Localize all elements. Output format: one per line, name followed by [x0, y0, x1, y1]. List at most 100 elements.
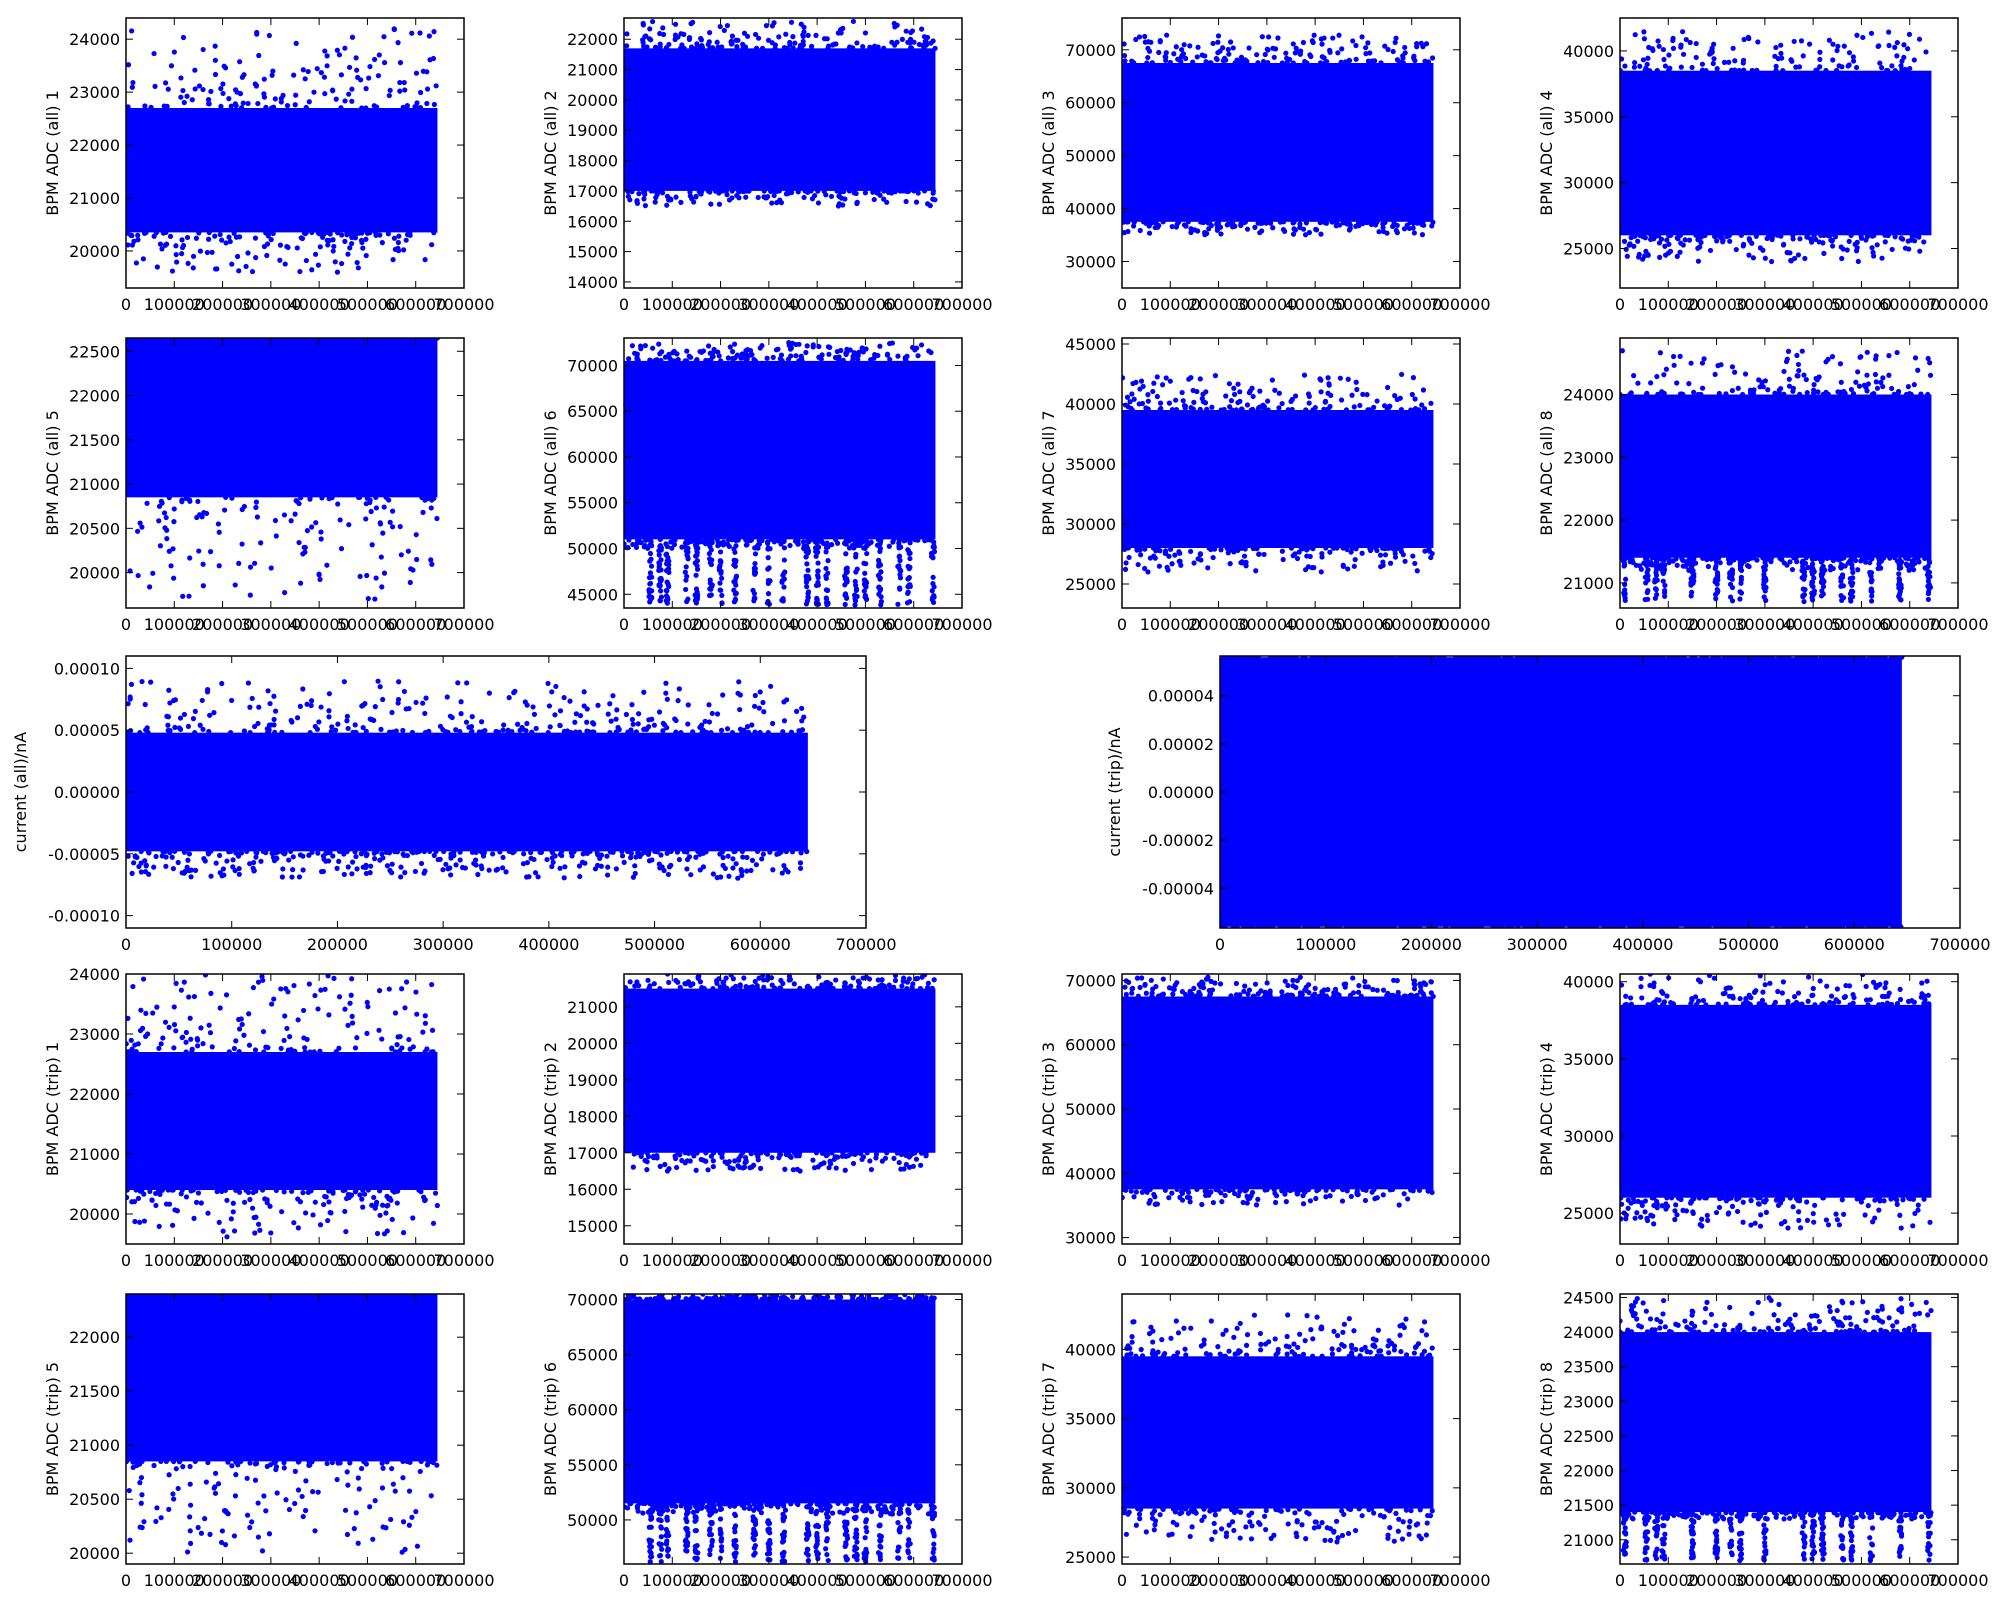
data-point: [576, 863, 583, 869]
data-point: [422, 257, 428, 263]
data-point: [1914, 555, 1920, 561]
data-point: [383, 494, 389, 500]
data-point: [1167, 378, 1173, 384]
x-tick-label: 200000: [690, 295, 751, 314]
data-point: [790, 45, 796, 51]
data-point: [1765, 387, 1771, 393]
data-point: [664, 850, 670, 856]
data-point: [1290, 220, 1296, 226]
data-point: [1661, 56, 1667, 63]
data-point: [1779, 55, 1785, 61]
data-point: [763, 195, 769, 201]
data-point: [1130, 223, 1137, 229]
data-point: [409, 849, 415, 855]
data-point: [1329, 924, 1335, 928]
data-point: [1157, 39, 1163, 45]
data-point: [422, 710, 428, 717]
x-tick-label: 200000: [1686, 295, 1747, 314]
scatter-panel-5: 0 100000200000300000400000500000600000700…: [43, 337, 495, 634]
data-point: [1292, 227, 1298, 233]
y-tick-label: 25000: [1563, 239, 1614, 258]
data-point: [1306, 229, 1313, 236]
y-tick-label: 35000: [1065, 455, 1116, 474]
data-point: [254, 850, 260, 856]
data-point: [1926, 582, 1932, 588]
data-point: [1680, 563, 1686, 569]
data-point: [907, 555, 913, 562]
data-point: [1186, 376, 1192, 382]
data-point: [1324, 406, 1330, 413]
y-tick-label: -0.00005: [48, 845, 120, 864]
data-point: [231, 1045, 237, 1052]
data-point: [414, 100, 420, 106]
data-point: [1837, 924, 1843, 928]
data-point: [815, 568, 821, 574]
x-tick-label: 400000: [518, 935, 579, 954]
data-point: [726, 197, 733, 203]
data-point: [375, 73, 382, 79]
data-point: [332, 259, 338, 265]
scatter-points: [624, 340, 938, 608]
data-point: [241, 728, 247, 734]
y-axis-label: BPM ADC (all) 7: [1039, 410, 1058, 535]
data-point: [763, 23, 770, 29]
data-point: [400, 104, 406, 110]
data-point: [1343, 407, 1350, 413]
data-point: [524, 874, 530, 880]
data-point: [358, 77, 364, 83]
data-point: [1746, 236, 1752, 242]
data-point: [1484, 656, 1490, 660]
data-point: [1125, 219, 1131, 225]
data-point: [1693, 232, 1699, 238]
data-point: [664, 543, 670, 550]
plot-frame: [1121, 337, 1461, 609]
data-point: [803, 543, 810, 549]
data-point: [244, 848, 250, 854]
data-point: [1652, 595, 1658, 601]
data-point: [403, 706, 409, 712]
data-point: [783, 848, 789, 855]
data-point: [770, 867, 776, 873]
data-point: [169, 1222, 176, 1228]
data-point: [1450, 924, 1456, 928]
data-point: [904, 600, 911, 606]
data-point: [1276, 405, 1282, 411]
data-point: [905, 548, 912, 554]
data-point: [835, 203, 842, 209]
data-point: [684, 849, 690, 855]
data-point: [1289, 406, 1295, 413]
data-point: [200, 1040, 206, 1047]
data-point: [1419, 232, 1426, 238]
data-point: [772, 188, 778, 194]
data-point: [1224, 545, 1230, 552]
data-point: [736, 189, 743, 195]
data-point: [1714, 924, 1720, 928]
data-point: [1816, 239, 1822, 245]
data-point: [1218, 547, 1224, 553]
data-point: [1868, 579, 1874, 585]
data-point: [395, 239, 401, 246]
data-point: [693, 600, 699, 606]
data-point: [1750, 255, 1757, 261]
data-point: [363, 86, 369, 92]
data-point: [372, 596, 378, 602]
data-point: [581, 689, 587, 695]
data-point: [1778, 50, 1784, 57]
data-point: [864, 550, 870, 557]
data-point: [861, 581, 868, 587]
data-point: [380, 696, 386, 703]
data-point: [1903, 555, 1909, 561]
data-point: [1925, 555, 1931, 561]
data-point: [1422, 548, 1428, 554]
data-point: [648, 556, 654, 562]
data-point: [190, 716, 197, 722]
data-point: [1772, 53, 1778, 59]
x-tick-label: 500000: [337, 615, 398, 634]
data-point: [130, 983, 136, 990]
data-point: [1680, 656, 1687, 660]
data-point: [304, 701, 310, 707]
data-point: [207, 712, 213, 718]
scatter-points: [624, 18, 938, 209]
data-point: [553, 683, 559, 690]
data-point: [464, 680, 470, 686]
